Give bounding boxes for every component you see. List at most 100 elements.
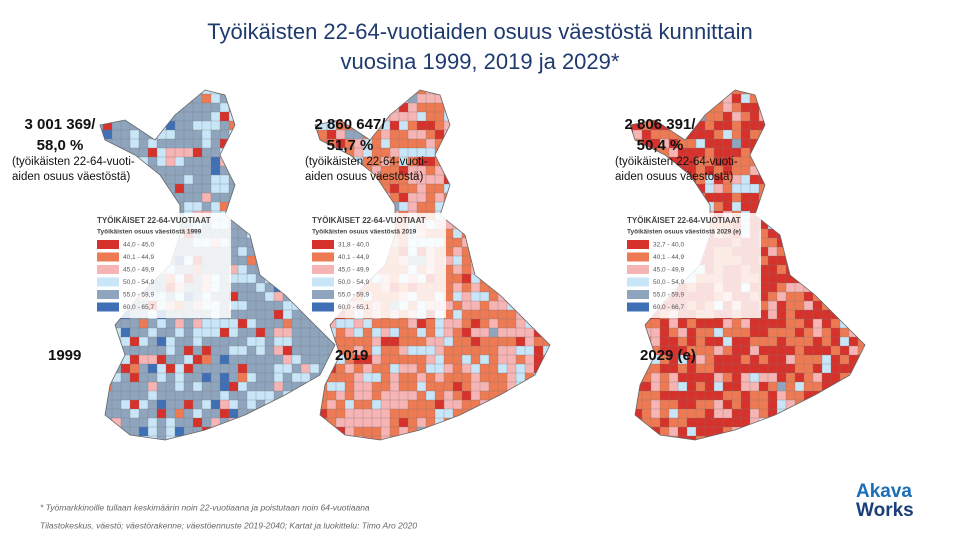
municipality — [237, 399, 248, 410]
municipality — [812, 183, 823, 194]
municipality — [488, 219, 499, 230]
municipality — [515, 165, 526, 176]
municipality — [659, 192, 670, 203]
municipality — [407, 336, 418, 347]
municipality — [650, 327, 661, 338]
municipality — [129, 201, 140, 212]
municipality — [129, 381, 140, 392]
municipality — [335, 372, 346, 383]
municipality — [821, 156, 832, 167]
municipality — [183, 417, 194, 428]
municipality — [650, 102, 661, 113]
municipality — [776, 120, 787, 131]
municipality — [371, 399, 382, 410]
municipality — [398, 354, 409, 365]
municipality — [552, 355, 562, 365]
municipality — [434, 183, 445, 194]
municipality — [695, 408, 706, 419]
municipality — [165, 102, 176, 113]
municipality — [524, 183, 535, 194]
municipality — [488, 183, 499, 194]
municipality — [246, 381, 257, 392]
municipality — [337, 436, 347, 446]
municipality — [830, 210, 841, 221]
municipality — [318, 201, 329, 212]
municipality — [803, 255, 814, 266]
municipality — [776, 102, 787, 113]
municipality — [659, 93, 670, 104]
municipality — [552, 274, 562, 284]
municipality — [434, 120, 445, 131]
municipality — [848, 237, 859, 248]
municipality — [497, 120, 508, 131]
legend-label: 55,0 - 59,9 — [653, 292, 684, 299]
municipality — [425, 363, 436, 374]
municipality — [552, 328, 562, 338]
municipality — [659, 336, 670, 347]
year-label: 2019 — [335, 347, 368, 364]
municipality — [264, 93, 275, 104]
municipality — [497, 138, 508, 149]
municipality — [300, 327, 311, 338]
municipality — [380, 327, 391, 338]
municipality — [264, 408, 275, 419]
municipality — [120, 102, 131, 113]
municipality — [255, 390, 266, 401]
municipality — [434, 363, 445, 374]
municipality — [821, 201, 832, 212]
municipality — [615, 193, 625, 203]
municipality — [434, 408, 445, 419]
municipality — [461, 390, 472, 401]
municipality — [470, 354, 481, 365]
municipality — [282, 246, 293, 257]
municipality — [497, 363, 508, 374]
municipality — [273, 201, 284, 212]
municipality — [255, 147, 266, 158]
municipality — [102, 435, 113, 440]
municipality — [255, 120, 266, 131]
municipality — [452, 174, 463, 185]
municipality — [309, 192, 320, 203]
municipality — [821, 291, 832, 302]
municipality — [282, 282, 293, 293]
municipality — [371, 192, 382, 203]
municipality — [524, 363, 535, 374]
municipality — [425, 93, 436, 104]
municipality — [434, 390, 445, 401]
municipality — [380, 354, 391, 365]
municipality — [102, 426, 113, 437]
municipality — [767, 129, 778, 140]
municipality — [264, 399, 275, 410]
municipality — [533, 300, 544, 311]
municipality — [85, 193, 95, 203]
municipality — [830, 264, 841, 275]
municipality — [255, 138, 266, 149]
municipality — [552, 256, 562, 266]
municipality — [785, 417, 796, 428]
municipality — [821, 435, 832, 440]
municipality — [255, 264, 266, 275]
municipality — [228, 156, 239, 167]
municipality — [812, 90, 823, 95]
municipality — [839, 354, 850, 365]
municipality — [380, 426, 391, 437]
municipality — [542, 165, 550, 176]
municipality — [839, 165, 850, 176]
municipality — [812, 129, 823, 140]
municipality — [461, 90, 472, 95]
municipality — [246, 273, 257, 284]
municipality — [309, 408, 320, 419]
municipality — [300, 408, 311, 419]
municipality — [326, 417, 337, 428]
municipality — [839, 138, 850, 149]
municipality — [452, 309, 463, 320]
municipality — [668, 201, 679, 212]
municipality — [533, 291, 544, 302]
municipality — [668, 381, 679, 392]
municipality — [300, 201, 311, 212]
municipality — [848, 201, 859, 212]
municipality — [156, 138, 167, 149]
municipality — [524, 345, 535, 356]
municipality — [111, 426, 122, 437]
municipality — [264, 426, 275, 437]
